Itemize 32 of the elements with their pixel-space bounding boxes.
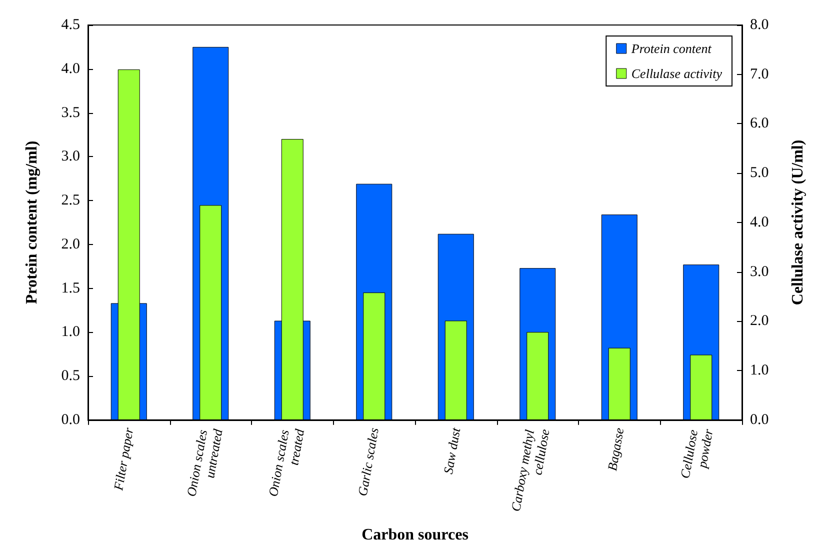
- y2-tick-label: 0.0: [750, 412, 769, 428]
- y-tick-label: 0.0: [61, 412, 80, 428]
- x-tick-label: Filter paper: [110, 426, 136, 492]
- x-axis-title: Carbon sources: [362, 526, 468, 544]
- y-tick-label: 1.5: [61, 280, 80, 296]
- y-tick-label: 1.0: [61, 324, 80, 340]
- y-tick-label: 2.5: [61, 192, 80, 209]
- y2-tick-label: 8.0: [750, 17, 769, 33]
- y-tick-label: 4.0: [61, 60, 80, 77]
- x-tick-label: Bagasse: [604, 426, 627, 472]
- x-tick-label: Onion scales treated: [265, 425, 308, 498]
- y2-tick-label: 1.0: [750, 362, 769, 379]
- x-tick-label: Garlic scales: [354, 426, 382, 498]
- y-tick-label: 3.5: [61, 104, 80, 121]
- y2-tick-label: 5.0: [750, 165, 769, 182]
- y-tick-label: 3.0: [61, 148, 80, 165]
- y-tick-label: 2.0: [61, 236, 80, 252]
- y2-axis-title: Cellulase activity (U/ml): [790, 140, 806, 306]
- legend-label: Protein content: [630, 41, 712, 56]
- y2-tick-label: 4.0: [750, 214, 769, 230]
- x-tick-label: Carboxy methyl cellulose: [508, 425, 552, 513]
- y-tick-label: 0.5: [61, 368, 80, 384]
- legend-label: Cellulase activity: [631, 66, 722, 81]
- y2-tick-label: 6.0: [750, 116, 769, 132]
- x-tick-label: Onion scales untreated: [184, 425, 226, 498]
- x-tick-label: Saw dust: [440, 426, 464, 476]
- y-tick-label: 4.5: [61, 17, 80, 33]
- y-axis-title: Protein content (mg/ml): [24, 140, 40, 304]
- x-tick-label: Cellulose powder: [677, 425, 716, 480]
- y2-tick-label: 3.0: [750, 264, 769, 280]
- y2-tick-label: 2.0: [750, 313, 769, 330]
- y2-tick-label: 7.0: [750, 66, 769, 82]
